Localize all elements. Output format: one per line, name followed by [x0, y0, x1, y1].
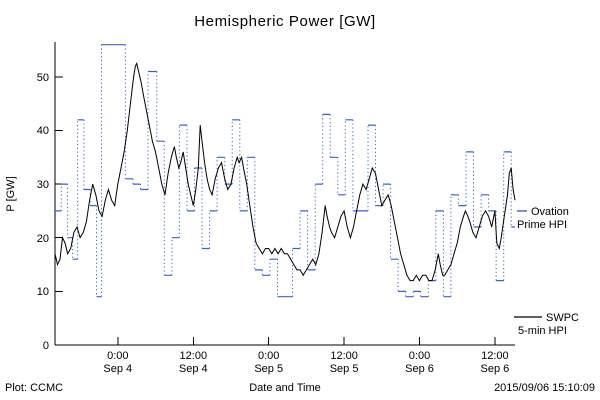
x-tick-time-5: 12:00 [481, 350, 509, 362]
legend-ovation-label-line2: Prime HPI [517, 219, 567, 231]
x-tick-time-3: 12:00 [330, 350, 358, 362]
y-tick-label-50: 50 [37, 72, 49, 84]
y-tick-label-0: 0 [43, 340, 49, 352]
chart-title: Hemispheric Power [GW] [194, 13, 376, 30]
x-tick-date-0: Sep 4 [103, 363, 132, 375]
y-tick-label-30: 30 [37, 179, 49, 191]
x-tick-date-5: Sep 6 [481, 363, 510, 375]
x-tick-date-1: Sep 4 [179, 363, 208, 375]
y-tick-label-40: 40 [37, 125, 49, 137]
ovation-line-steps [55, 44, 515, 298]
legend-swpc-label-line1: SWPC [546, 312, 579, 324]
swpc-line [54, 62, 516, 282]
x-tick-time-2: 0:00 [258, 350, 279, 362]
legend-swpc-label-line2: 5-min HPI [518, 325, 567, 337]
y-tick-label-20: 20 [37, 233, 49, 245]
x-tick-date-3: Sep 5 [330, 363, 359, 375]
x-tick-time-1: 12:00 [180, 350, 208, 362]
y-axis-label: P [GW] [5, 176, 17, 211]
x-tick-time-4: 0:00 [409, 350, 430, 362]
y-tick-label-10: 10 [37, 286, 49, 298]
plot-timestamp: 2015/09/06 15:10:09 [494, 382, 595, 394]
x-axis-title: Date and Time [249, 382, 321, 394]
x-tick-date-2: Sep 5 [254, 363, 283, 375]
legend-ovation-label-line1: Ovation [531, 206, 569, 218]
ovation-line-verticals [60, 44, 512, 297]
plot-source-label: Plot: CCMC [5, 382, 63, 394]
x-tick-time-0: 0:00 [107, 350, 128, 362]
x-tick-date-4: Sep 6 [405, 363, 434, 375]
